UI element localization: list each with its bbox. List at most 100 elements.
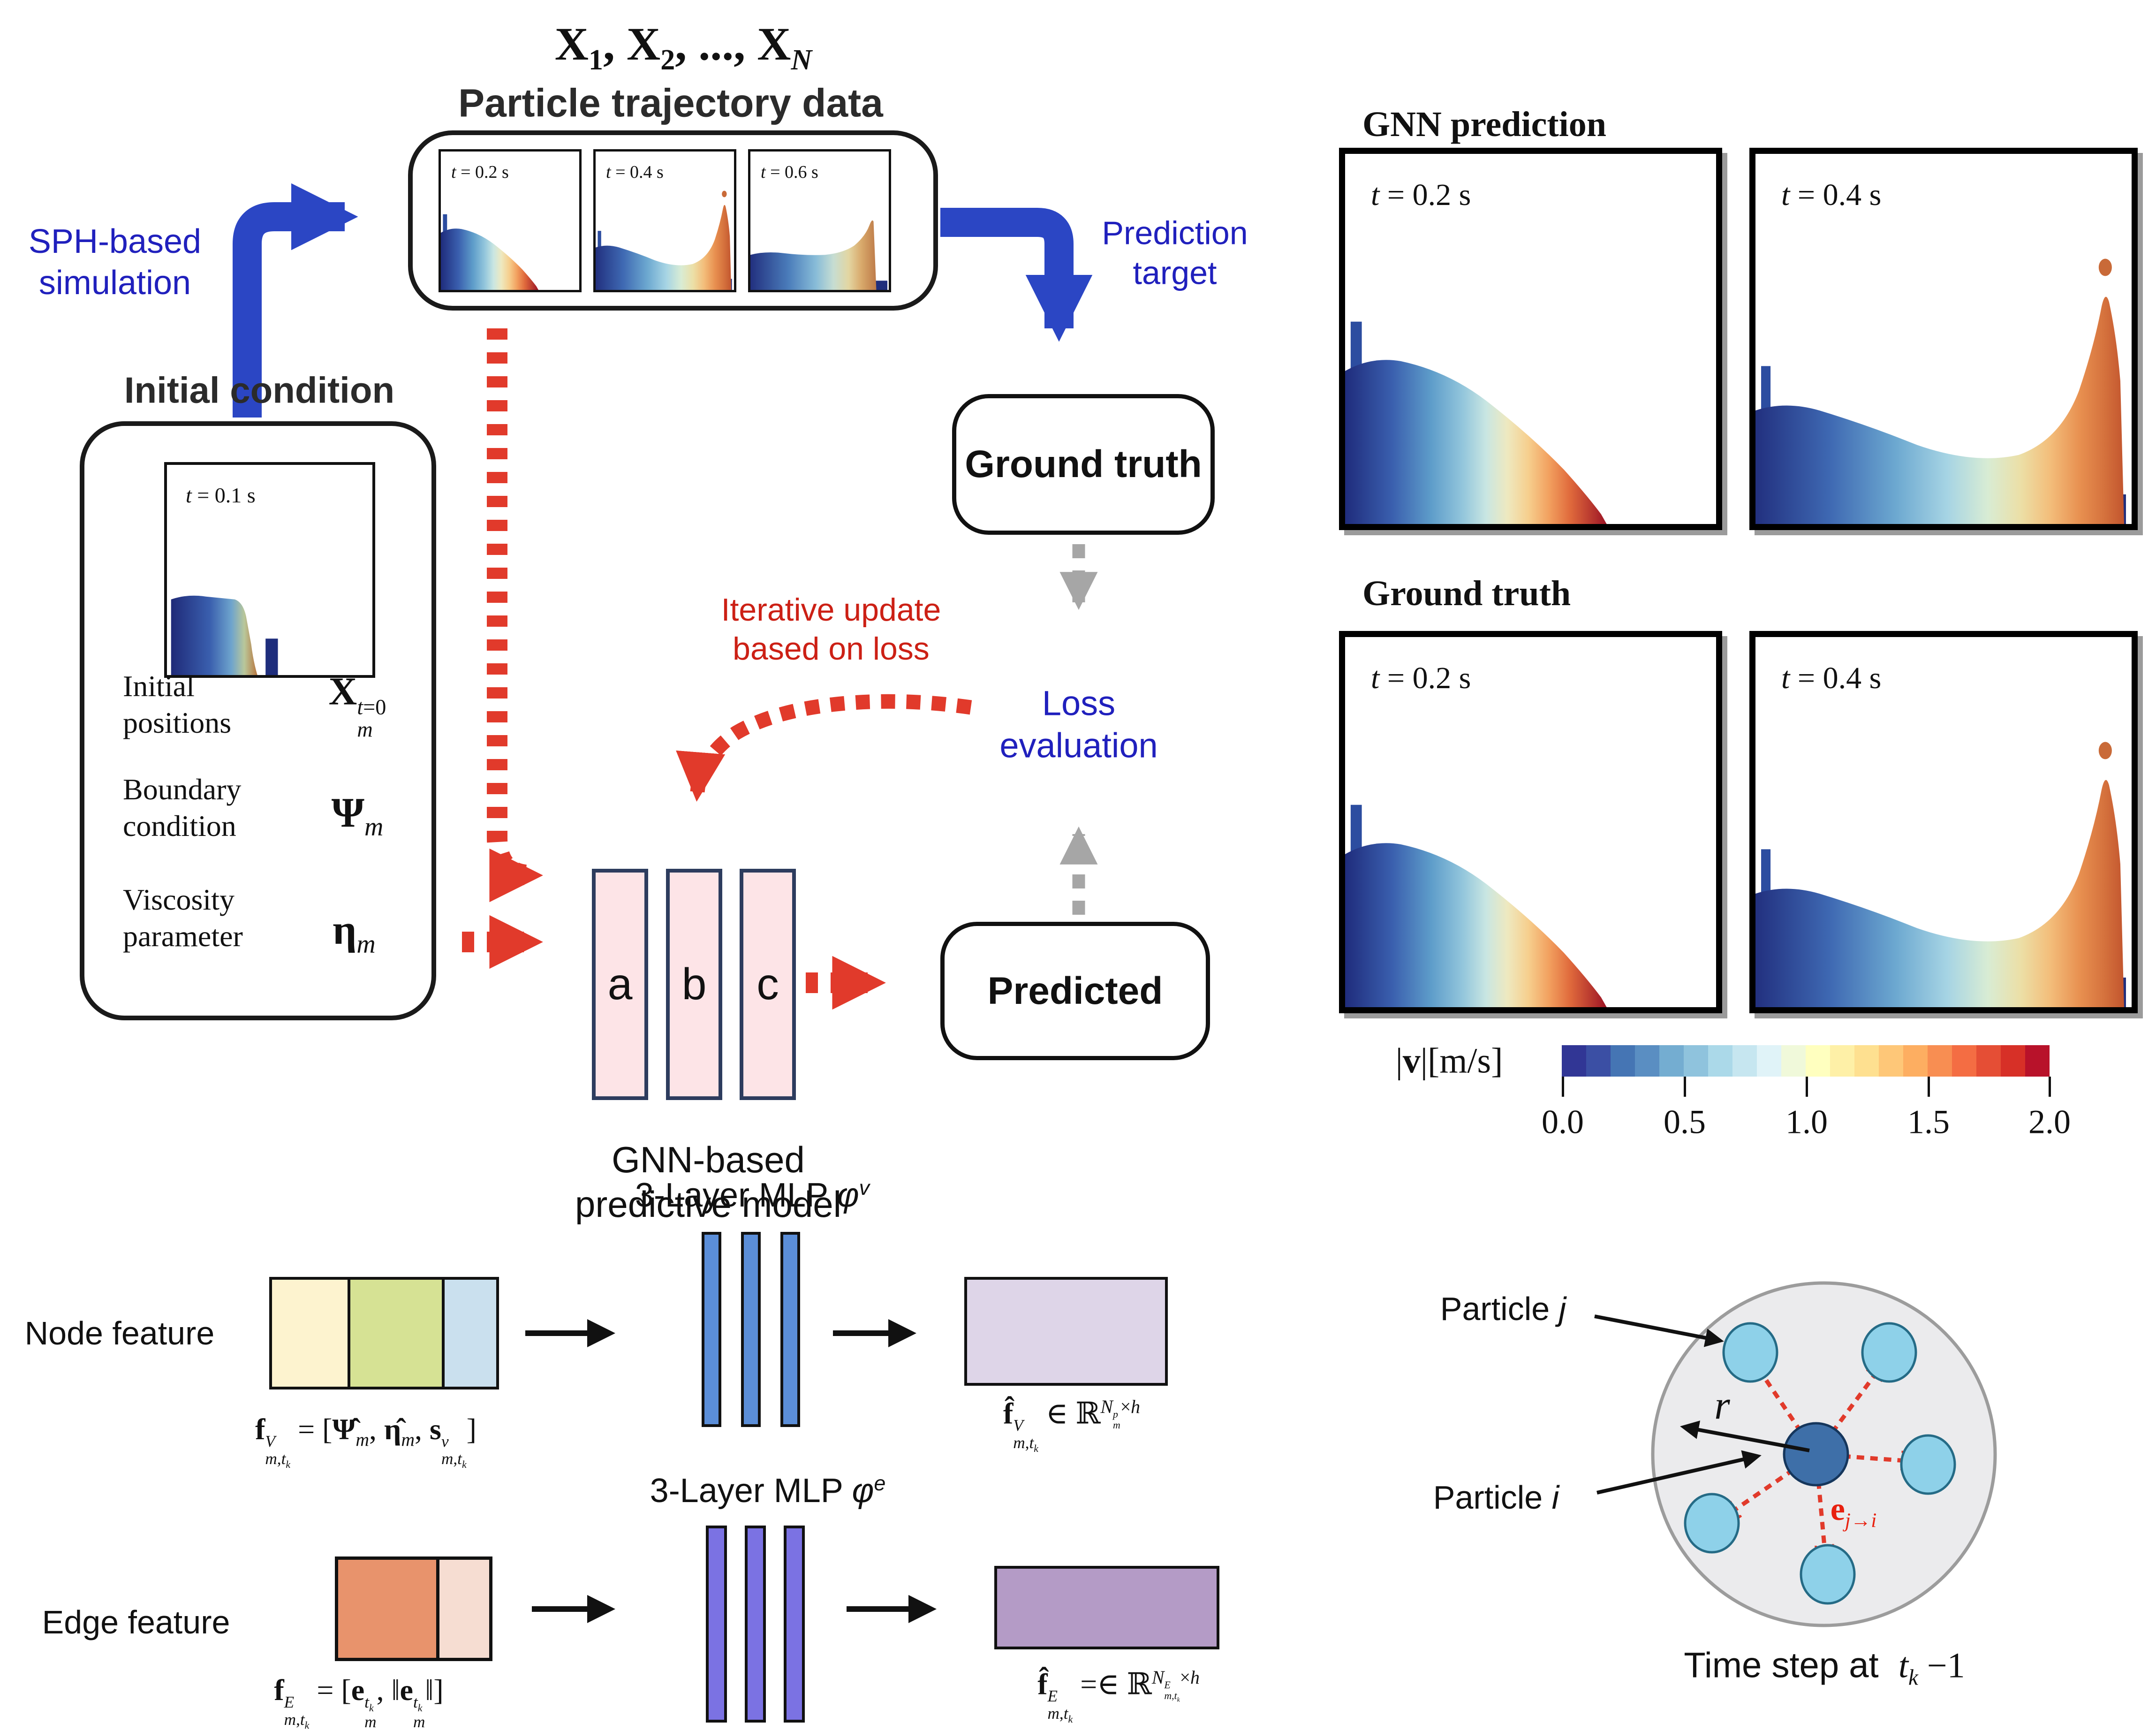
sph-simulation-label: SPH-based simulation	[28, 223, 202, 302]
colorbar-segment	[1854, 1045, 1879, 1077]
colorbar-segment	[1952, 1045, 1976, 1077]
colorbar-segment	[1781, 1045, 1806, 1077]
colorbar-tick	[1562, 1077, 1564, 1097]
edge-feature-rect	[335, 1556, 492, 1661]
particle-j-arrow	[1594, 1314, 1724, 1347]
edge-mlp-layer-1	[706, 1526, 727, 1723]
iterative-update-arrow	[676, 694, 972, 802]
initial-condition-title: Initial condition	[124, 369, 395, 411]
panel-gnn-t02: t = 0.2 s	[1339, 148, 1722, 530]
neighbor-particles	[1684, 1322, 1956, 1605]
sph-arrow	[233, 183, 358, 418]
node-mlp-layer-2	[741, 1232, 761, 1427]
colorbar-segment	[1806, 1045, 1830, 1077]
prediction-target-label: Prediction target	[1102, 214, 1248, 291]
colorbar-segment	[1928, 1045, 1952, 1077]
edge-vector-label: ej→i	[1830, 1491, 1877, 1532]
gnn-block-c: c	[740, 869, 796, 1100]
velocity-colorbar	[1562, 1045, 2050, 1077]
trajectory-frame-2: t = 0.4 s	[593, 149, 736, 292]
trajectory-frame-1: t = 0.2 s	[439, 149, 582, 292]
edge-mlp-title: 3-Layer MLP φe	[650, 1472, 886, 1510]
edge-embedding-rect	[994, 1566, 1219, 1649]
initial-condition-frame: t = 0.1 s	[164, 462, 375, 678]
prediction-target-arrow	[940, 208, 1093, 342]
trajectory-title: Particle trajectory data	[458, 81, 883, 125]
node-feature-state-segment	[445, 1280, 496, 1387]
ic-item-viscosity-parameter: Viscosity parameter	[123, 883, 243, 953]
colorbar-segment	[2001, 1045, 2025, 1077]
edge-feature-norm-segment	[439, 1560, 489, 1658]
frame-time-label: t = 0.2 s	[451, 162, 509, 182]
colorbar-segment	[1903, 1045, 1928, 1077]
colorbar-segment	[1586, 1045, 1611, 1077]
colorbar-tick-label: 1.5	[1907, 1103, 1950, 1141]
colorbar-tick-label: 0.5	[1664, 1103, 1706, 1141]
colorbar-tick-label: 1.0	[1785, 1103, 1828, 1141]
particle-i-arrow	[1596, 1450, 1762, 1495]
radius-label: r	[1714, 1382, 1730, 1427]
colorbar-tick-label: 0.0	[1542, 1103, 1584, 1141]
predicted-label: Predicted	[987, 969, 1163, 1012]
colorbar-segment	[1708, 1045, 1732, 1077]
particle-j-label: Particle j	[1440, 1291, 1566, 1327]
node-feature-psi-segment	[272, 1280, 351, 1387]
node-feature-rect	[269, 1277, 499, 1389]
panel-time-label: t = 0.4 s	[1781, 661, 1882, 695]
colorbar-tick	[1684, 1077, 1686, 1097]
panel-time-label: t = 0.2 s	[1371, 661, 1471, 695]
frame-time-label: t = 0.6 s	[761, 162, 818, 182]
colorbar-tick	[1806, 1077, 1808, 1097]
gnn-block-b: b	[666, 869, 722, 1100]
colorbar-segment	[1757, 1045, 1781, 1077]
node-mlp-layer-3	[780, 1232, 800, 1427]
colorbar-label: |v|[m/s]	[1395, 1041, 1503, 1081]
panel-time-label: t = 0.2 s	[1371, 178, 1471, 212]
frame-time-label: t = 0.4 s	[606, 162, 664, 182]
panel-time-label: t = 0.4 s	[1781, 178, 1882, 212]
edge-mlp-layer-3	[784, 1526, 805, 1723]
colorbar-tick	[2049, 1077, 2051, 1097]
node-embedding-rect	[964, 1277, 1168, 1386]
colorbar-tick	[1928, 1077, 1930, 1097]
ground-truth-heading: Ground truth	[1362, 574, 1571, 613]
radius-arrow	[1680, 1420, 1810, 1452]
node-mlp-title: 3-Layer MLP φv	[635, 1177, 870, 1214]
edge-mlp-layer-2	[745, 1526, 766, 1723]
predicted-box: Predicted	[940, 922, 1210, 1060]
iterative-update-label: Iterative update based on loss	[721, 592, 941, 667]
ic-item-initial-positions: Initial positions	[123, 669, 232, 740]
trajectory-to-gnn-arrow	[487, 328, 543, 903]
colorbar-segment	[1732, 1045, 1757, 1077]
edge-feature-vector-segment	[338, 1560, 439, 1658]
ground-truth-flow-box: Ground truth	[952, 394, 1215, 535]
ic-symbol-psi: Ψm	[331, 790, 384, 842]
panel-gnn-t04: t = 0.4 s	[1749, 148, 2138, 530]
gnn-block-a: a	[592, 869, 648, 1100]
colorbar-segment	[1684, 1045, 1708, 1077]
center-particle	[1783, 1422, 1849, 1487]
colorbar-segment	[1562, 1045, 1586, 1077]
node-feature-label: Node feature	[24, 1315, 215, 1351]
gnn-model-caption: GNN-based predictive model	[575, 1139, 841, 1225]
panel-gt-t02: t = 0.2 s	[1339, 631, 1722, 1013]
frame-time-label: t = 0.1 s	[186, 483, 256, 507]
ic-symbol-eta: ηm	[333, 907, 376, 959]
trajectory-frame-3: t = 0.6 s	[748, 149, 891, 292]
ground-truth-flow-label: Ground truth	[965, 443, 1202, 486]
ic-item-boundary-condition: Boundary condition	[123, 773, 242, 843]
time-step-caption: Time step at tk −1	[1684, 1645, 1965, 1690]
colorbar-segment	[1976, 1045, 2001, 1077]
node-feature-eta-segment	[350, 1280, 445, 1387]
colorbar-segment	[1659, 1045, 1684, 1077]
trajectory-formula: X1, X2, ..., XN	[554, 18, 812, 76]
edge-feature-label: Edge feature	[42, 1604, 230, 1640]
loss-evaluation-label: Loss evaluation	[999, 683, 1158, 765]
particle-i-label: Particle i	[1433, 1479, 1559, 1516]
